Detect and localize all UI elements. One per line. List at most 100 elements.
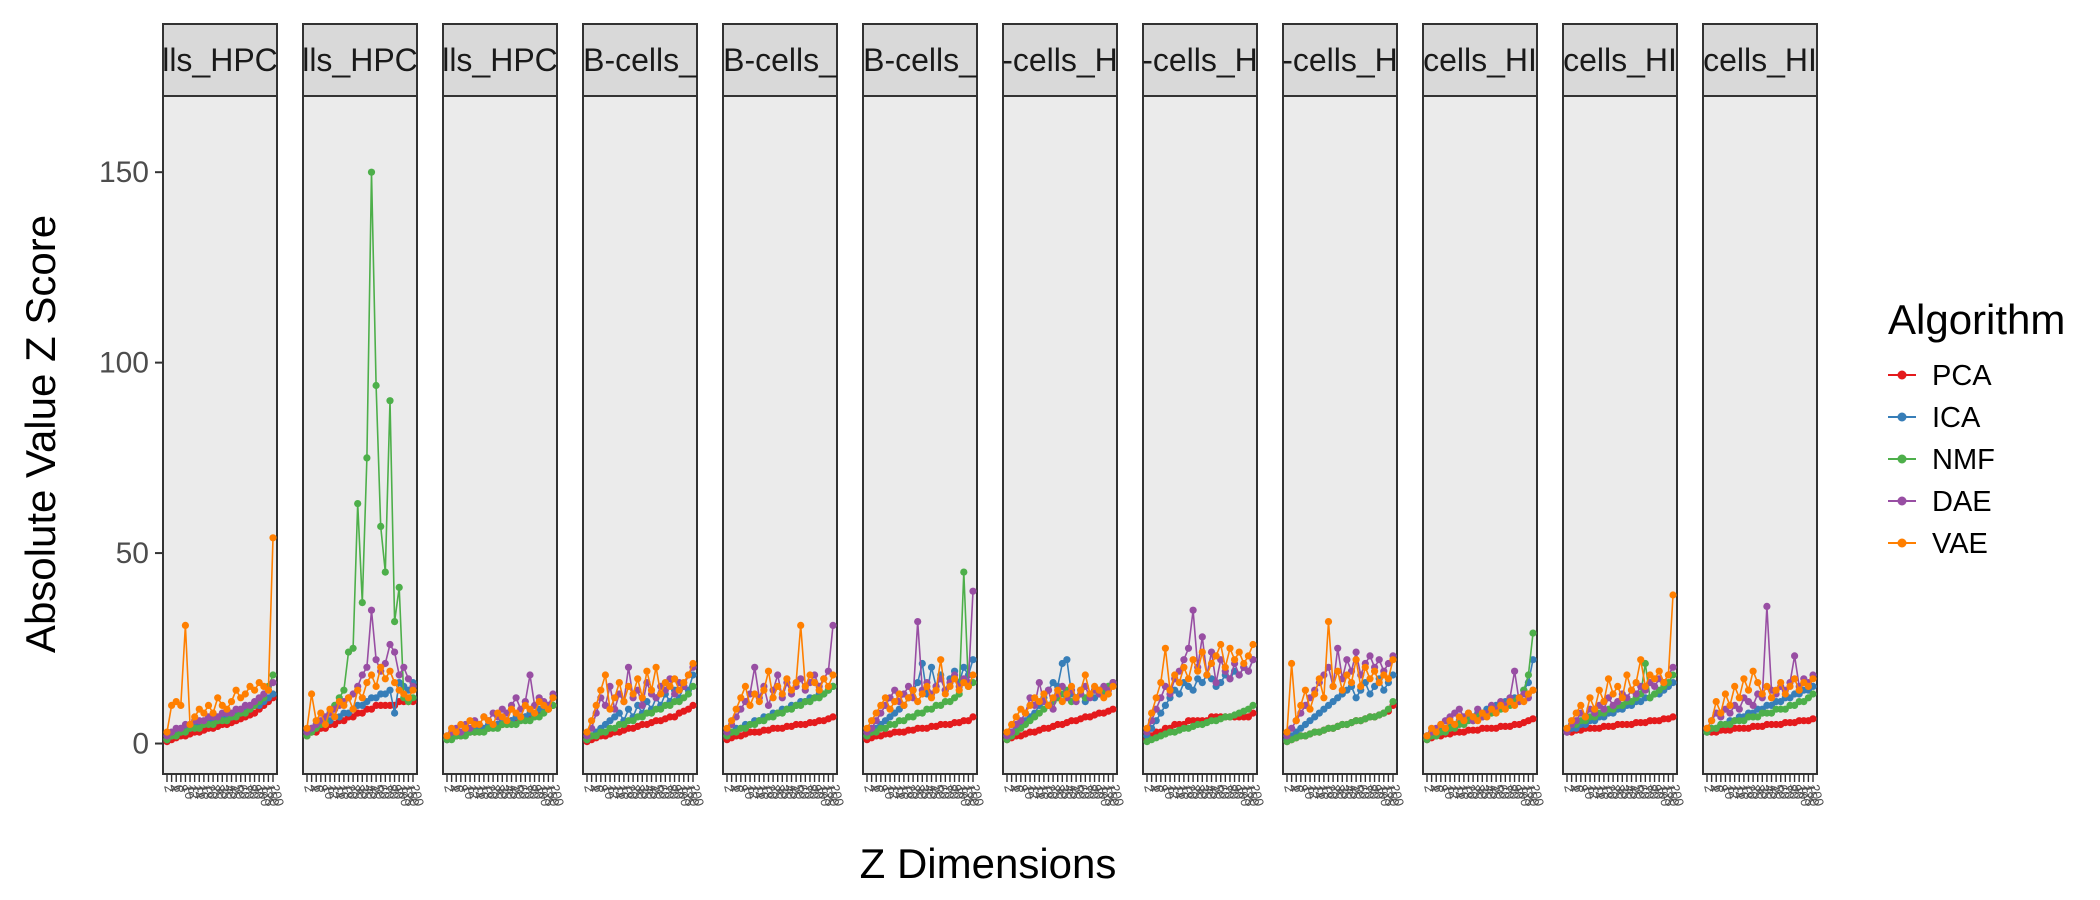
series-vae [443,694,557,740]
data-point [1189,686,1197,694]
x-tick-label: 70 [1079,783,1097,801]
data-point [684,690,693,698]
x-tick-label: 2 [1001,783,1017,794]
facet-strip [1002,23,1118,97]
data-point [1086,690,1094,698]
data-point [829,713,837,721]
data-point [923,682,931,691]
x-tick-label: 14 [749,783,767,801]
x-tick-label: 18 [1318,783,1336,801]
data-point [227,698,236,706]
facet-strip-label: lls_HPC [302,42,418,78]
data-point [1758,690,1766,698]
x-tick-label: 100 [393,783,413,808]
data-point [1063,656,1071,664]
data-point [1035,698,1043,706]
x-tick-label: 12 [184,783,202,801]
x-tick-label: 45 [646,783,664,801]
data-point [443,732,451,740]
x-tick-label: 200 [1247,783,1267,808]
data-point [684,671,693,679]
data-point [1529,656,1537,664]
series-vae [1563,591,1677,732]
x-tick-label: 25 [767,783,785,801]
x-tick-label: 150 [1523,783,1543,808]
x-tick-label: 10 [1720,783,1738,801]
x-tick-label: 16 [893,783,911,801]
data-point [326,705,334,713]
data-point [638,694,646,702]
x-tick-label: 8 [1155,783,1171,794]
data-point [1231,656,1239,664]
x-tick-label: 16 [473,783,491,801]
data-point [363,679,371,687]
x-tick-label: 50 [1070,783,1088,801]
x-tick-label: 90 [1089,783,1107,801]
data-point [751,690,759,698]
x-tick-label: 70 [1779,783,1797,801]
x-tick-label: 6 [1430,783,1446,794]
x-tick-label: 200 [687,783,707,808]
series-nmf [1143,701,1257,746]
data-point [774,682,782,691]
facet-panel: -cells_H 24681012141618202530354045506070… [1141,23,1267,808]
data-point [1375,679,1383,687]
x-tick-label: 35 [1196,783,1214,801]
x-tick-label: 70 [1359,783,1377,801]
data-point [1735,694,1743,702]
facet-strip-label: B-cells_ [723,42,838,78]
x-tick-label: 60 [1775,783,1793,801]
x-axis-title: Z Dimensions [860,840,1117,887]
data-point [1329,682,1337,691]
data-point [1740,675,1748,683]
data-point [1180,656,1188,664]
data-point [829,621,837,630]
x-tick-label: 16 [193,783,211,801]
x-tick-label: 25 [207,783,225,801]
x-tick-label: 20 [1183,783,1201,801]
x-tick-label: 200 [967,783,987,808]
series-nmf [1283,698,1397,746]
x-tick-label: 45 [1626,783,1644,801]
data-point [1212,652,1220,660]
data-point [209,709,217,717]
x-axis-ticks: 2468101214161820253035404550607080901001… [161,774,287,808]
x-tick-label: 16 [1173,783,1191,801]
x-tick-label: 45 [506,783,524,801]
data-point [606,705,614,713]
data-point [1180,663,1188,671]
data-point [1572,709,1580,717]
data-point [391,709,399,717]
x-tick-label: 25 [347,783,365,801]
y-axis: 0 50 100 150 [99,156,163,761]
x-tick-label: 90 [949,783,967,801]
x-tick-label: 16 [1733,783,1751,801]
data-point [588,717,596,725]
data-point [1795,686,1803,694]
data-point [1212,679,1220,687]
x-tick-label: 125 [398,783,418,808]
data-point [872,709,880,717]
data-point [746,701,754,710]
data-point [1352,648,1360,656]
data-point [1334,667,1342,675]
data-point [1194,667,1202,675]
data-point [783,675,791,683]
facet-strip-label: lls_HPC [162,42,278,78]
data-point [452,728,460,736]
x-tick-label: 100 [1793,783,1813,808]
facet-strip-label: cells_HI [1703,42,1817,78]
x-tick-label: 12 [1724,783,1742,801]
data-point [1189,656,1197,664]
data-point [932,686,940,694]
x-tick-label: 25 [1747,783,1765,801]
data-point [1203,671,1211,679]
x-tick-label: 2 [1281,783,1297,794]
data-point [815,686,823,694]
data-point [1347,679,1356,687]
legend-label: VAE [1932,528,1988,560]
facet-panel: lls_HPC 246810121416182025303540455060708… [161,23,287,808]
data-point [1712,698,1720,706]
data-point [1008,720,1016,729]
data-point [1389,698,1397,706]
